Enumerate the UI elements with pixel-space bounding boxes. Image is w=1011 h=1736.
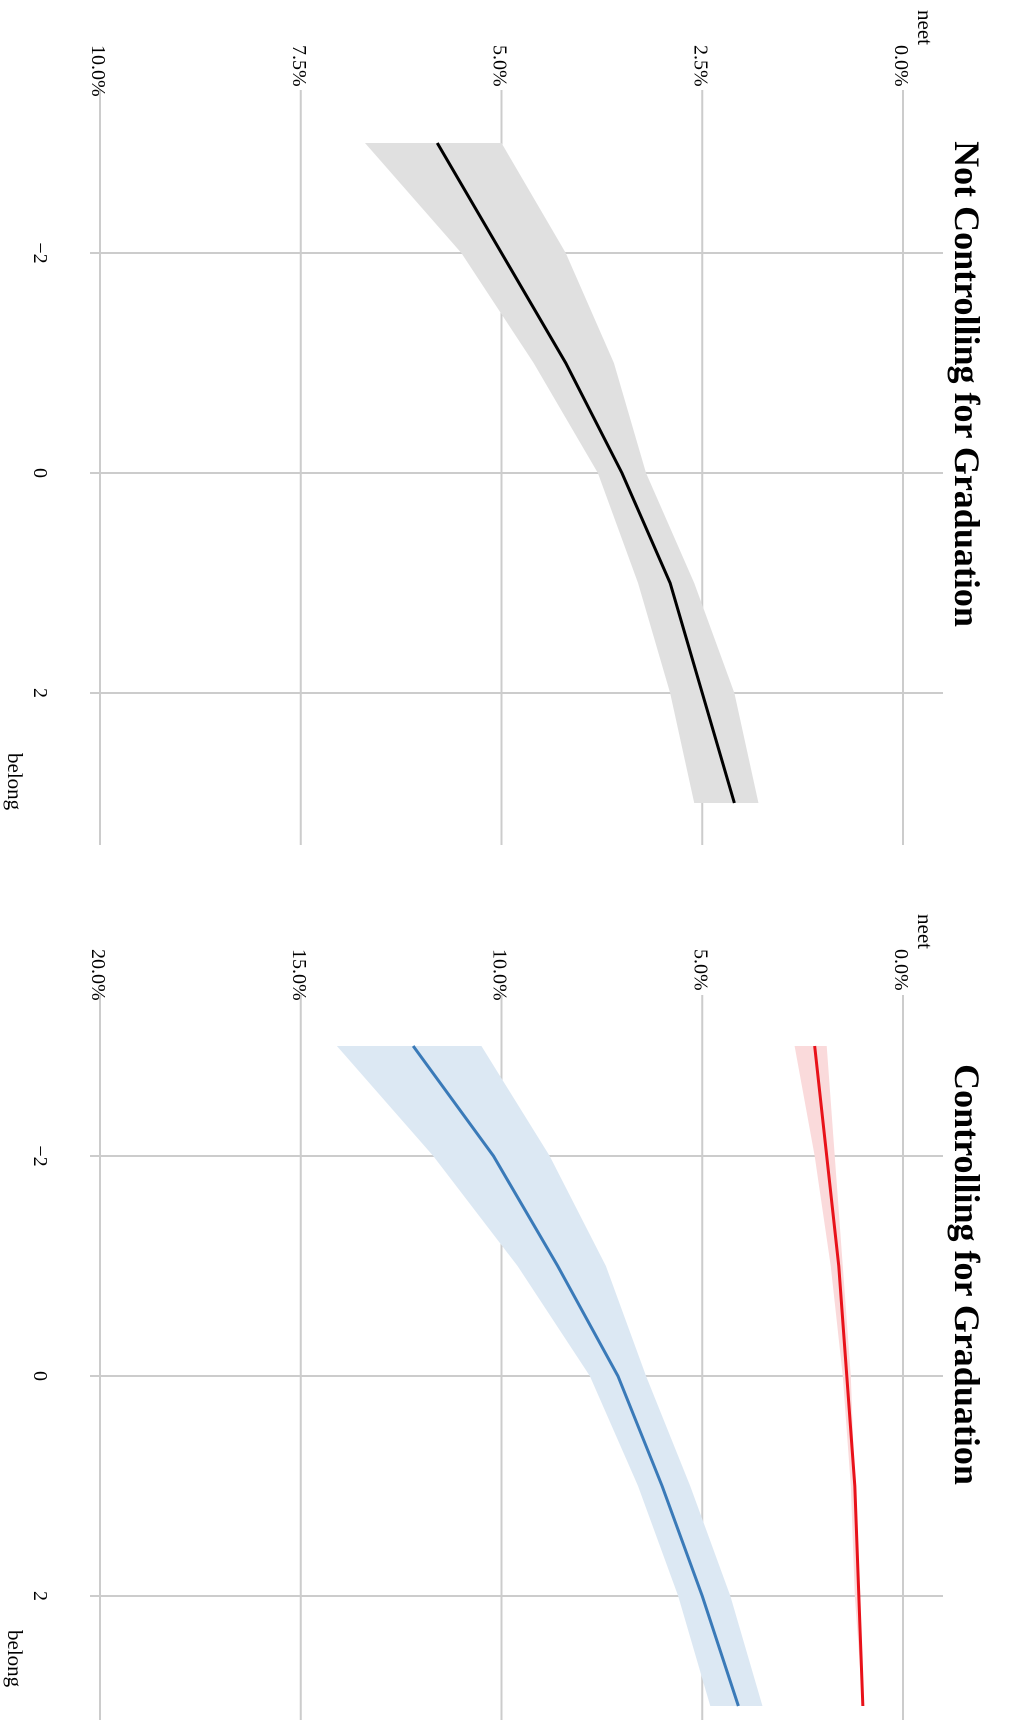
y-tick-label: 2.5%	[689, 45, 711, 87]
x-tick-label: −2	[29, 1145, 51, 1166]
x-axis-label: belong	[3, 753, 27, 811]
y-tick-label: 20.0%	[87, 949, 109, 1001]
chart-panel-1: 0.0% 2.5% 5.0% 7.5% 10.0% −2 0 2 neet belong Not C…	[3, 10, 987, 845]
y-tick-label: 10.0%	[87, 45, 109, 97]
chart-title: Not Controlling for Graduation	[947, 141, 987, 627]
y-tick-label: 15.0%	[288, 949, 310, 1001]
confidence-band-1	[336, 1046, 763, 1706]
x-tick-label: −2	[29, 242, 51, 263]
chart-title: Controlling for Graduation	[947, 1064, 987, 1485]
y-tick-label: 5.0%	[489, 45, 511, 87]
x-axis-label: belong	[3, 1630, 27, 1688]
x-tick-label: 2	[29, 1591, 51, 1601]
y-axis-label: neet	[913, 914, 937, 949]
confidence-band-1	[364, 143, 759, 803]
y-tick-label: 10.0%	[489, 949, 511, 1001]
y-tick-label: 7.5%	[288, 45, 310, 87]
x-tick-label: 2	[29, 688, 51, 698]
y-axis-label: neet	[913, 10, 937, 45]
x-tick-label: 0	[29, 468, 51, 478]
y-tick-label: 0.0%	[890, 45, 912, 87]
x-tick-label: 0	[29, 1371, 51, 1381]
y-tick-label: 0.0%	[890, 949, 912, 991]
y-tick-label: 5.0%	[689, 949, 711, 991]
chart-panel-2: 0.0% 5.0% 10.0% 15.0% 20.0% −2 0 2 neet belong Con…	[3, 914, 987, 1720]
